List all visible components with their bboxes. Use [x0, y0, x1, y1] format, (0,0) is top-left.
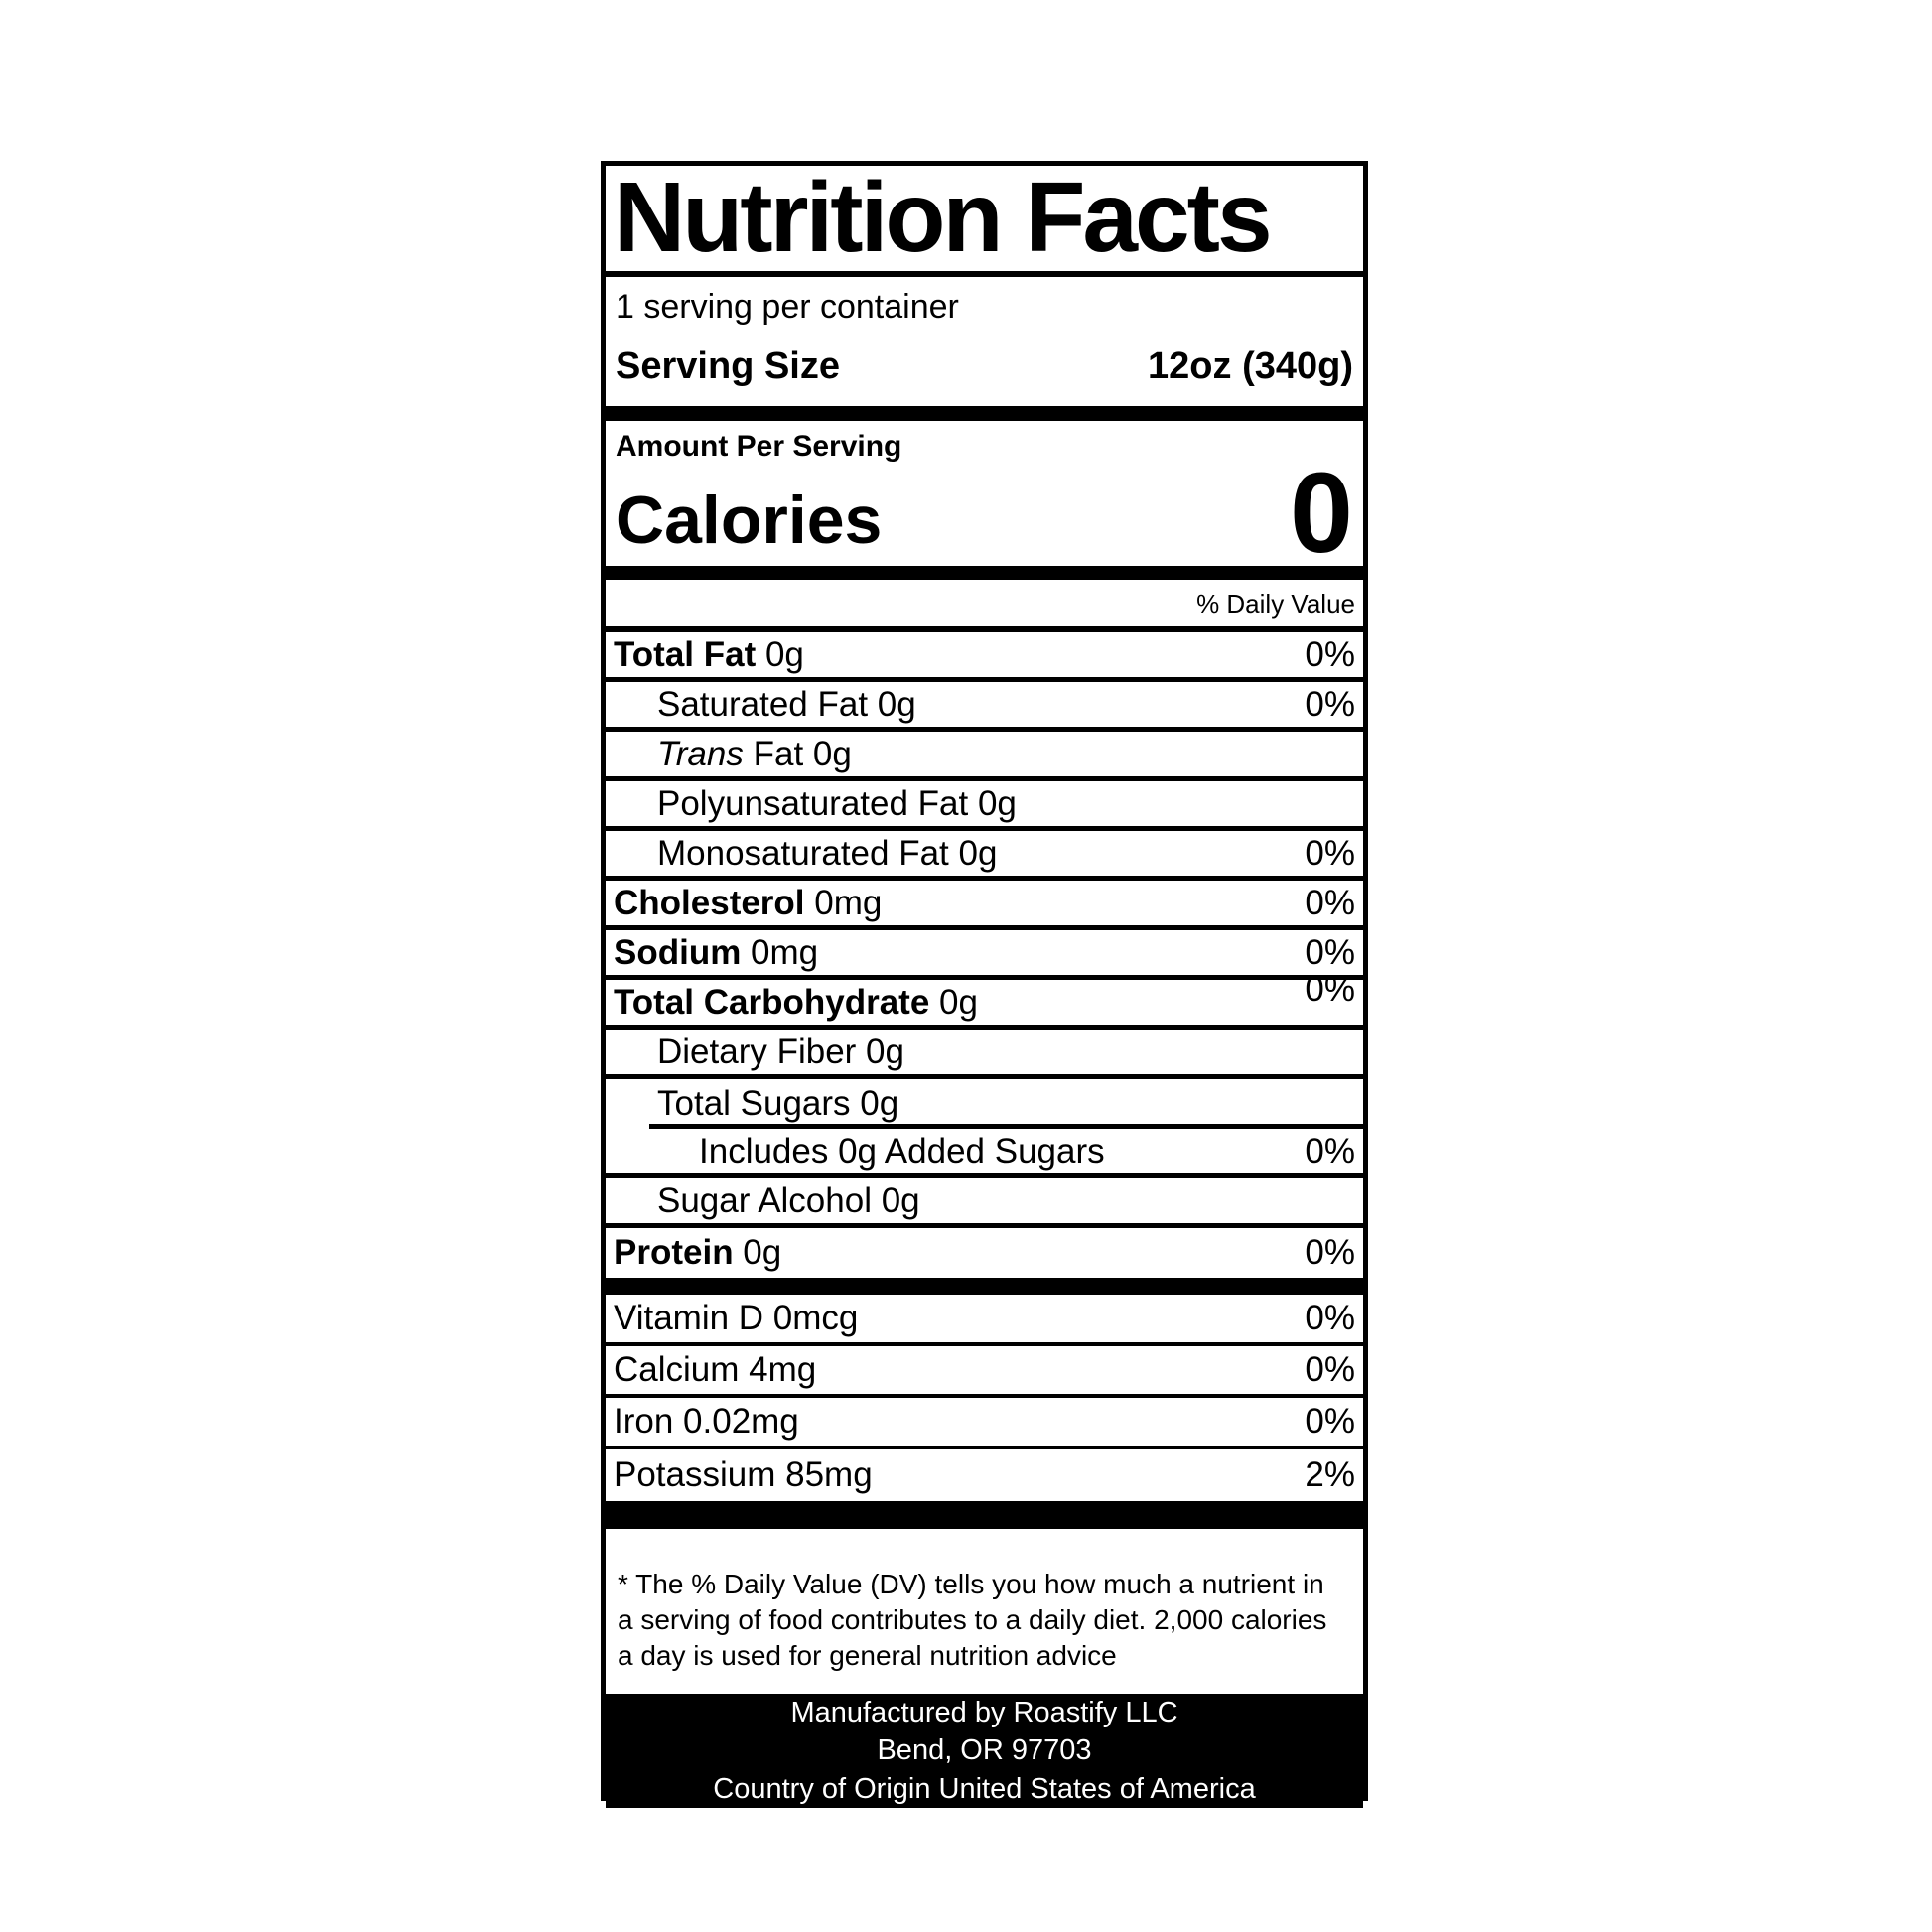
nutrient-row: Calcium 4mg 0%: [606, 1346, 1363, 1399]
nutrient-name: Sodium 0mg: [614, 932, 819, 972]
nutrient-row: Polyunsaturated Fat 0g: [606, 781, 1363, 832]
nutrient-daily-value: 0%: [1305, 1402, 1355, 1442]
nutrient-row: Saturated Fat 0g 0%: [606, 682, 1363, 733]
nutrient-daily-value: 0%: [1305, 1233, 1355, 1273]
nutrient-row: Trans Fat 0g: [606, 732, 1363, 782]
calories-section: Amount Per Serving Calories 0: [606, 421, 1363, 577]
nutrient-daily-value: 0%: [1305, 969, 1355, 1009]
nutrition-facts-label: Nutrition Facts 1 serving per container …: [601, 161, 1368, 1809]
servings-per-container: 1 serving per container: [616, 288, 959, 326]
nutrient-row: Cholesterol 0mg 0%: [606, 881, 1363, 931]
nutrient-daily-value: 0%: [1305, 1299, 1355, 1338]
label-title: Nutrition Facts: [606, 166, 1363, 277]
nutrient-row: Includes 0g Added Sugars 0%: [606, 1129, 1363, 1179]
nutrient-daily-value: 0%: [1305, 1131, 1355, 1171]
nutrient-row: Potassium 85mg 2%: [606, 1449, 1363, 1501]
nutrient-daily-value: 0%: [1305, 883, 1355, 922]
nutrient-rows: Total Fat 0g 0% Saturated Fat 0g 0% Trans Fa…: [606, 632, 1363, 1278]
nutrient-row: Total Fat 0g 0%: [606, 632, 1363, 683]
nutrient-name: Dietary Fiber 0g: [657, 1032, 904, 1071]
nutrient-daily-value: 0%: [1305, 684, 1355, 724]
divider-thick: [606, 566, 1363, 581]
nutrient-row: Iron 0.02mg 0%: [606, 1398, 1363, 1450]
calories-row: Calories 0: [616, 449, 1353, 577]
nutrient-daily-value: 0%: [1305, 932, 1355, 972]
nutrient-row: Monosaturated Fat 0g 0%: [606, 831, 1363, 882]
serving-size-label: Serving Size: [616, 345, 840, 387]
serving-size-value: 12oz (340g): [1148, 345, 1353, 387]
serving-section: 1 serving per container Serving Size 12o…: [606, 277, 1363, 406]
nutrient-name: Protein 0g: [614, 1233, 782, 1273]
nutrient-name: Includes 0g Added Sugars: [699, 1131, 1105, 1171]
micronutrient-rows: Vitamin D 0mcg 0% Calcium 4mg 0% Iron 0.02mg…: [606, 1295, 1363, 1501]
nutrient-name: Total Fat 0g: [614, 634, 804, 674]
nutrient-daily-value: 0%: [1305, 1350, 1355, 1390]
nutrient-name: Total Sugars 0g: [657, 1084, 899, 1124]
nutrient-row: Total Carbohydrate 0g 0%: [606, 970, 1363, 1031]
nutrient-daily-value: 0%: [1305, 634, 1355, 674]
nutrient-name: Saturated Fat 0g: [657, 684, 916, 724]
nutrient-row: Sodium 0mg 0%: [606, 930, 1363, 981]
divider-thick: [606, 405, 1363, 421]
nutrient-name: Trans Fat 0g: [657, 734, 852, 773]
divider-thick: [606, 1278, 1363, 1296]
nutrient-name: Monosaturated Fat 0g: [657, 833, 998, 873]
nutrient-name: Cholesterol 0mg: [614, 883, 883, 922]
manufacturer-footer: Manufactured by Roastify LLC Bend, OR 97…: [606, 1693, 1363, 1809]
serving-size-row: Serving Size 12oz (340g): [616, 345, 1353, 406]
divider-thick: [606, 1501, 1363, 1530]
nutrient-row: Dietary Fiber 0g: [606, 1030, 1363, 1080]
nutrient-name: Calcium 4mg: [614, 1350, 817, 1390]
daily-value-header: % Daily Value: [606, 580, 1363, 633]
nutrient-name: Iron 0.02mg: [614, 1402, 799, 1442]
nutrient-row: Protein 0g 0%: [606, 1228, 1363, 1278]
nutrient-name: Vitamin D 0mcg: [614, 1299, 859, 1338]
nutrient-name: Sugar Alcohol 0g: [657, 1180, 920, 1220]
calories-label: Calories: [616, 483, 883, 559]
nutrient-row: Total Sugars 0g: [606, 1079, 1363, 1130]
calories-value: 0: [1290, 449, 1353, 577]
nutrient-row: Sugar Alcohol 0g: [606, 1178, 1363, 1229]
nutrient-row: Vitamin D 0mcg 0%: [606, 1295, 1363, 1347]
nutrient-name: Total Carbohydrate 0g: [614, 982, 978, 1022]
nutrient-name: Potassium 85mg: [614, 1455, 873, 1495]
nutrient-daily-value: 0%: [1305, 833, 1355, 873]
daily-value-footnote: * The % Daily Value (DV) tells you how m…: [618, 1569, 1327, 1671]
nutrient-name: Polyunsaturated Fat 0g: [657, 783, 1017, 823]
nutrient-daily-value: 2%: [1305, 1455, 1355, 1495]
amount-per-serving-label: Amount Per Serving: [616, 429, 902, 463]
